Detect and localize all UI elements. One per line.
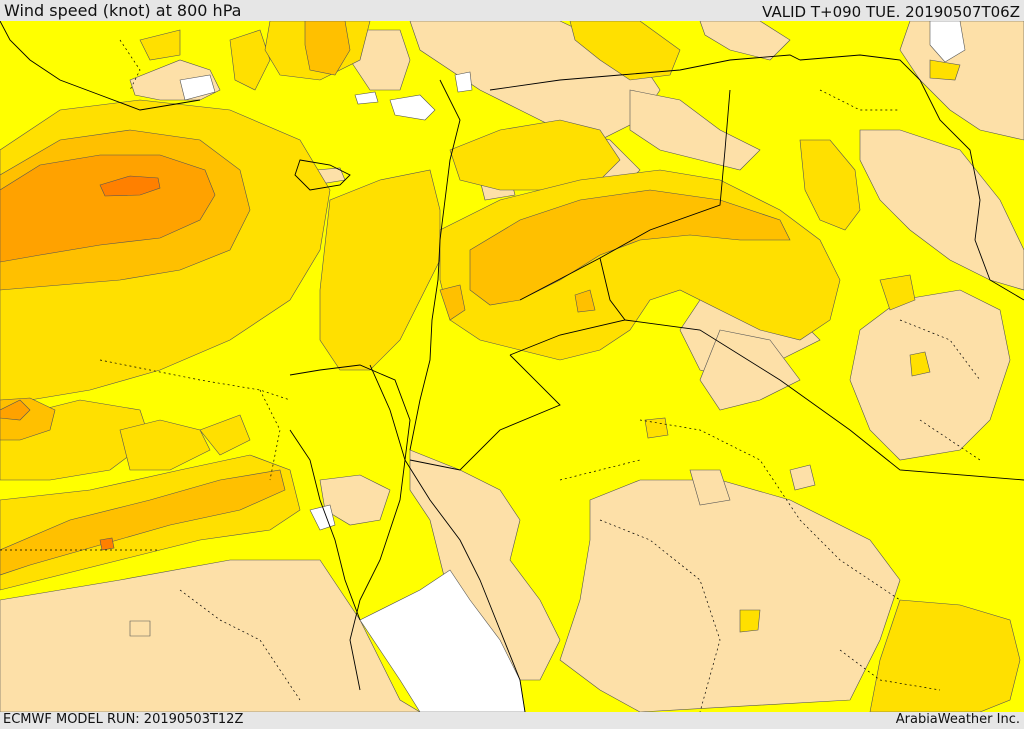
field-very-strong (0, 154, 216, 421)
admin-boundaries (0, 39, 981, 712)
footer-bar: ECMWF MODEL RUN: 20190503T12Z ArabiaWeat… (0, 712, 1024, 729)
map-canvas (0, 21, 1024, 712)
model-run-label: ECMWF MODEL RUN: 20190503T12Z (3, 712, 244, 727)
field-extreme (99, 175, 161, 551)
wind-speed-map (0, 21, 1024, 712)
valid-time-label: VALID T+090 TUE. 20190507T06Z (762, 3, 1020, 21)
coastlines (0, 21, 526, 712)
credit-label: ArabiaWeather Inc. (895, 712, 1020, 727)
political-borders (369, 54, 1024, 481)
field-very-light (179, 21, 966, 712)
header-bar: Wind speed (knot) at 800 hPa VALID T+090… (0, 0, 1024, 21)
map-title: Wind speed (knot) at 800 hPa (4, 1, 242, 20)
